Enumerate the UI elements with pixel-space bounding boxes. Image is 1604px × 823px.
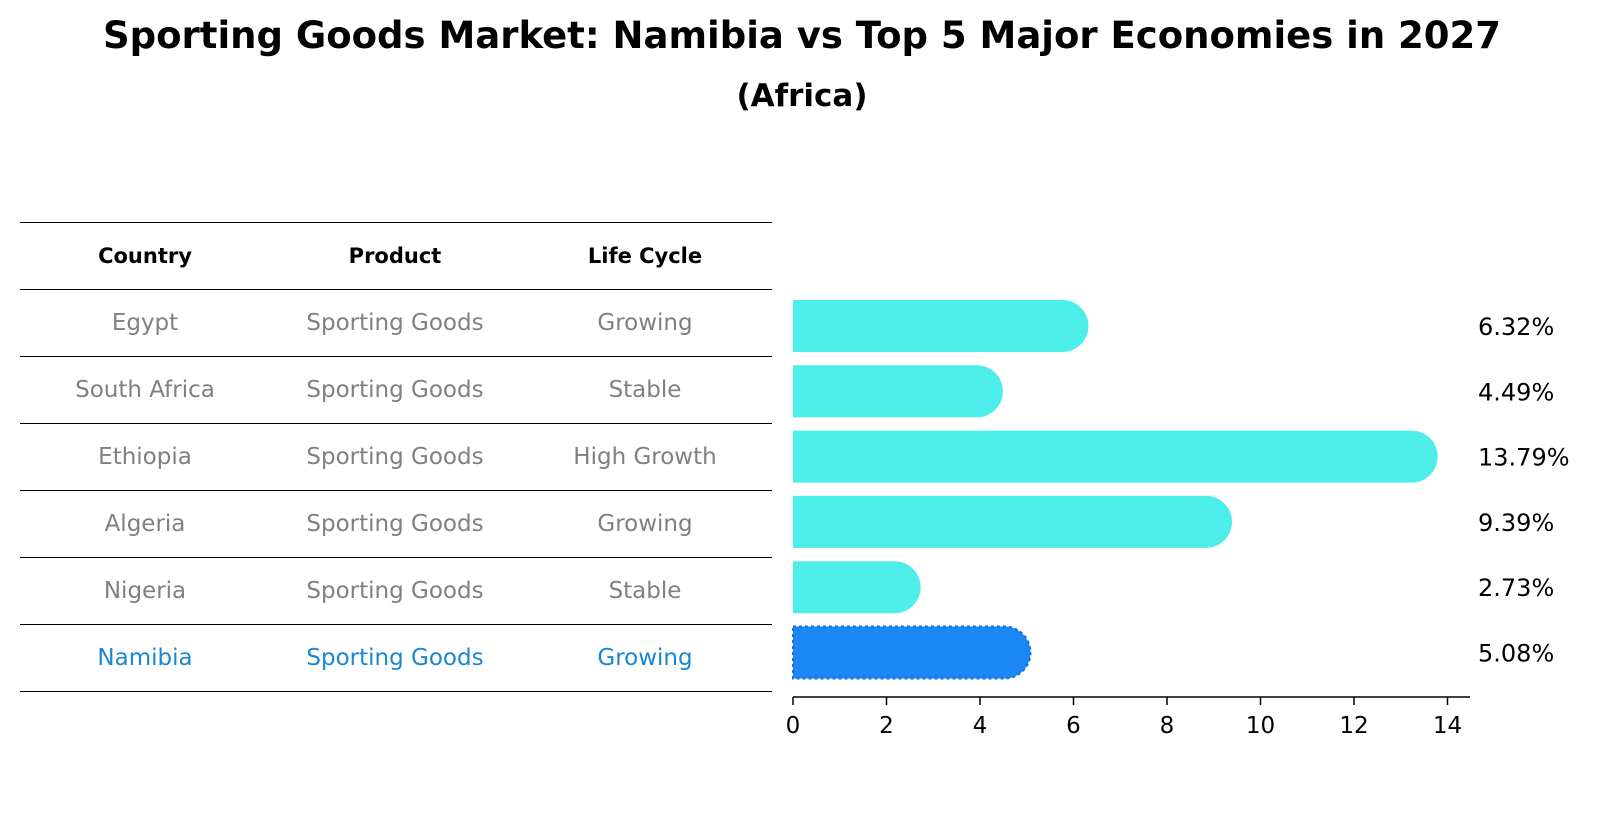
cell-country: Nigeria bbox=[103, 578, 187, 604]
table-row: South Africa Sporting Goods Stable bbox=[20, 356, 772, 423]
cell-product: Sporting Goods bbox=[306, 310, 484, 336]
table-row: Ethiopia Sporting Goods High Growth bbox=[20, 423, 772, 490]
table-row: Algeria Sporting Goods Growing bbox=[20, 490, 772, 557]
cell-product: Sporting Goods bbox=[306, 377, 484, 403]
cell-country: Ethiopia bbox=[98, 444, 192, 470]
cell-life-cycle: Stable bbox=[608, 578, 682, 604]
cell-life-cycle: Growing bbox=[597, 511, 693, 537]
cell-life-cycle: Stable bbox=[608, 377, 682, 403]
data-label: 6.32% bbox=[1478, 313, 1554, 341]
cell-life-cycle: Growing bbox=[597, 310, 693, 336]
header-country: Country bbox=[98, 244, 192, 268]
data-label: 13.79% bbox=[1478, 444, 1570, 472]
cell-product: Sporting Goods bbox=[306, 578, 484, 604]
table-row-highlighted: Namibia Sporting Goods Growing bbox=[20, 624, 772, 692]
x-tick-label: 8 bbox=[1160, 713, 1175, 739]
cell-life-cycle: Growing bbox=[597, 645, 693, 671]
bar-nigeria bbox=[793, 561, 921, 614]
header-product: Product bbox=[348, 244, 442, 268]
bar-ethiopia bbox=[793, 430, 1438, 483]
table-header-row: Country Product Life Cycle bbox=[20, 222, 772, 289]
data-label: 4.49% bbox=[1478, 378, 1554, 406]
market-table: Country Product Life Cycle Egypt Sportin… bbox=[20, 222, 772, 692]
x-tick-label: 4 bbox=[973, 713, 988, 739]
x-tick-label: 14 bbox=[1433, 713, 1462, 739]
cell-product: Sporting Goods bbox=[306, 511, 484, 537]
bar-south-africa bbox=[793, 365, 1003, 418]
x-tick-label: 2 bbox=[879, 713, 894, 739]
data-label: 2.73% bbox=[1478, 574, 1554, 602]
bar-egypt bbox=[793, 300, 1089, 352]
bar-namibia bbox=[792, 625, 1032, 680]
cell-product: Sporting Goods bbox=[306, 645, 484, 671]
cell-country: South Africa bbox=[75, 377, 215, 403]
cell-country: Namibia bbox=[97, 645, 193, 671]
cell-product: Sporting Goods bbox=[306, 444, 484, 470]
table-row: Nigeria Sporting Goods Stable bbox=[20, 557, 772, 624]
cell-country: Algeria bbox=[104, 511, 186, 537]
x-tick-label: 10 bbox=[1246, 713, 1275, 739]
bar-algeria bbox=[793, 495, 1232, 548]
chart-title: Sporting Goods Market: Namibia vs Top 5 … bbox=[102, 14, 1502, 57]
data-label: 9.39% bbox=[1478, 509, 1554, 537]
cell-life-cycle: High Growth bbox=[573, 444, 717, 470]
x-tick-label: 6 bbox=[1066, 713, 1081, 739]
x-tick-label: 0 bbox=[786, 713, 801, 739]
cell-country: Egypt bbox=[111, 310, 179, 336]
table-row: Egypt Sporting Goods Growing bbox=[20, 289, 772, 356]
data-label: 5.08% bbox=[1478, 640, 1554, 668]
x-tick-label: 12 bbox=[1339, 713, 1368, 739]
chart-subtitle: (Africa) bbox=[736, 78, 868, 114]
header-life-cycle: Life Cycle bbox=[587, 244, 703, 268]
